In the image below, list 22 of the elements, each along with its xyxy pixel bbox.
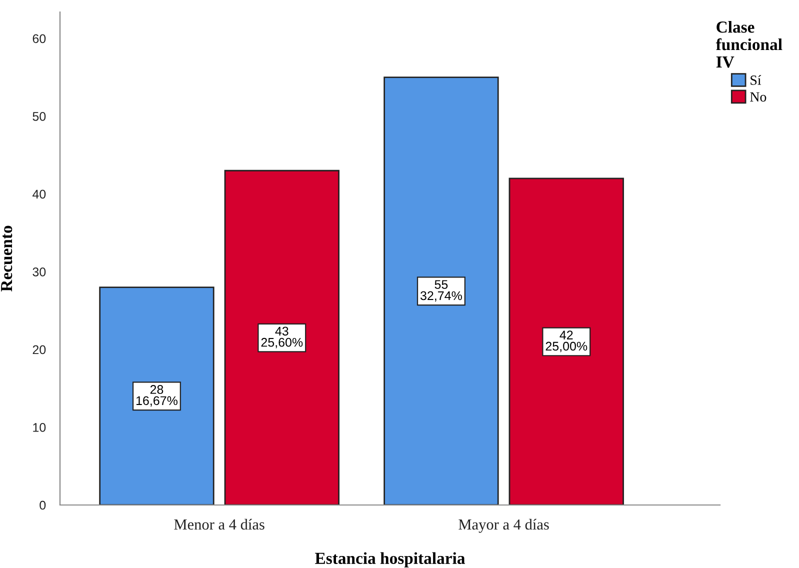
y-tick-label: 30 xyxy=(32,268,46,276)
bar xyxy=(99,286,214,505)
legend-label: Sí xyxy=(750,75,762,85)
x-axis-title: Estancia hospitalaria xyxy=(315,552,465,568)
data-label: 55 32,74% xyxy=(420,280,462,302)
y-tick-label: 60 xyxy=(32,34,46,44)
y-tick-label: 10 xyxy=(33,423,46,432)
legend-title: Clase funcional IV xyxy=(716,21,782,68)
bar xyxy=(508,178,624,505)
bar xyxy=(384,76,499,505)
legend-label: No xyxy=(750,92,766,102)
data-label: 42 25,00% xyxy=(546,330,588,352)
data-label: 28 16,67% xyxy=(136,385,178,407)
y-tick-label: 0 xyxy=(40,500,46,510)
y-tick-label: 40 xyxy=(32,190,46,199)
y-axis-title: Recuento xyxy=(1,226,12,292)
y-tick-label: 20 xyxy=(32,345,46,354)
x-tick-label: Menor a 4 días xyxy=(174,518,264,530)
x-tick-label: Mayor a 4 días xyxy=(458,518,549,533)
bar xyxy=(224,170,340,505)
y-tick-label: 50 xyxy=(32,112,46,121)
data-label: 43 25,60% xyxy=(261,326,303,348)
